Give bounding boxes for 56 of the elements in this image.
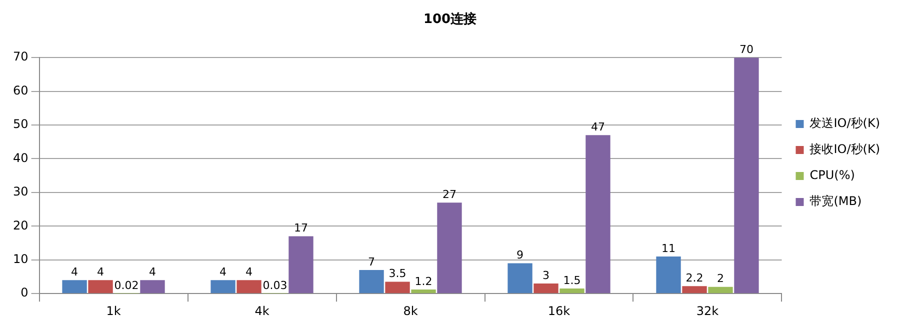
bar: [210, 280, 236, 294]
data-label: 4: [148, 265, 156, 278]
legend-label: 接收IO/秒(K): [810, 142, 880, 156]
bar: [656, 256, 681, 294]
chart-title: 100连接: [423, 11, 477, 28]
x-tick-label: 4k: [254, 304, 270, 318]
data-label: 17: [294, 222, 308, 235]
x-tick-label: 32k: [696, 304, 719, 318]
y-tick-label: 0: [20, 286, 28, 300]
data-label: 1.2: [414, 274, 432, 288]
y-tick-label: 10: [12, 252, 28, 266]
y-tick-label: 50: [12, 117, 28, 132]
data-label: 3: [542, 268, 550, 282]
bar: [88, 280, 113, 294]
bar: [62, 280, 87, 294]
bar: [586, 135, 610, 294]
bar: [385, 282, 410, 294]
bar: [359, 270, 384, 294]
bar: [288, 236, 314, 294]
data-label: 2.2: [686, 272, 704, 285]
bar: [140, 280, 165, 294]
bar: [437, 202, 462, 294]
y-tick-label: 60: [12, 83, 28, 98]
data-label: 47: [590, 120, 605, 134]
bar: [534, 283, 558, 294]
y-tick-label: 70: [12, 50, 28, 64]
data-label: 9: [516, 248, 524, 262]
bar: [708, 286, 733, 294]
bar: [236, 280, 262, 294]
x-tick-label: 16k: [548, 304, 570, 318]
y-tick-label: 40: [12, 150, 28, 165]
data-label: 11: [662, 242, 676, 255]
y-tick-label: 20: [12, 218, 28, 232]
data-label: 0.03: [262, 278, 288, 292]
data-label: 2: [716, 272, 724, 286]
data-label: 70: [739, 42, 754, 56]
bar: [734, 58, 759, 294]
x-tick-label: 1k: [106, 304, 121, 318]
bar: [411, 290, 436, 294]
data-label: 7: [368, 255, 376, 268]
bar: [508, 263, 532, 294]
x-tick-label: 8k: [403, 304, 418, 318]
data-label: 4: [220, 265, 227, 278]
data-label: 3.5: [388, 267, 406, 280]
data-label: 4: [71, 265, 78, 278]
bar: [682, 286, 707, 294]
y-tick-label: 30: [12, 184, 28, 199]
data-label: 0.02: [114, 278, 139, 292]
legend-label: CPU(%): [810, 168, 855, 182]
data-label: 1.5: [563, 274, 581, 287]
bar: [560, 288, 584, 294]
legend-label: 带宽(MB): [810, 194, 862, 208]
data-label: 4: [246, 265, 253, 278]
data-label: 27: [442, 188, 456, 201]
data-label: 4: [97, 265, 104, 278]
legend-label: 发送IO/秒(K): [810, 116, 880, 130]
